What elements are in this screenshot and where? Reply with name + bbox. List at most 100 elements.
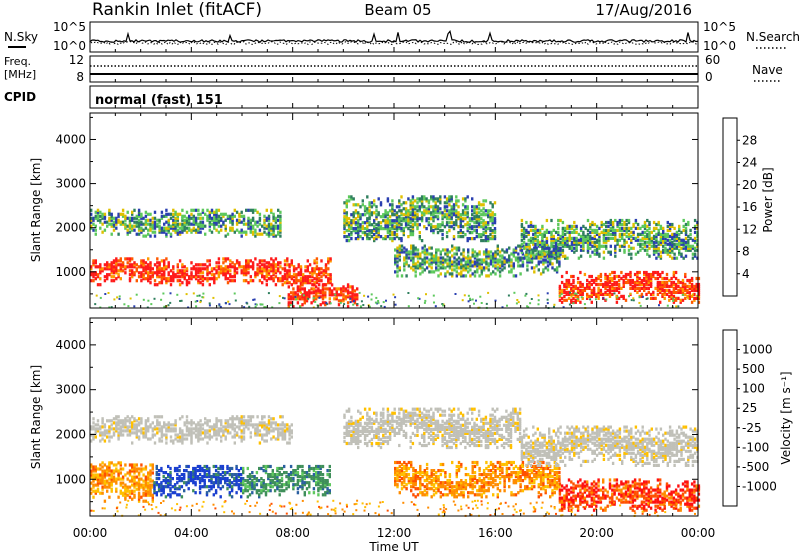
data-cell bbox=[557, 227, 559, 230]
data-cell bbox=[448, 225, 450, 228]
data-cell bbox=[469, 231, 471, 234]
data-cell bbox=[467, 248, 469, 251]
data-cell bbox=[401, 274, 403, 277]
data-cell bbox=[346, 229, 348, 232]
data-cell bbox=[691, 283, 693, 286]
data-cell bbox=[300, 265, 302, 268]
data-cell bbox=[551, 266, 553, 269]
data-cell bbox=[95, 423, 97, 426]
data-cell bbox=[346, 239, 348, 242]
data-cell bbox=[451, 245, 453, 248]
data-cell bbox=[279, 261, 281, 264]
data-cell bbox=[291, 423, 293, 426]
data-cell bbox=[211, 217, 213, 220]
data-cell bbox=[351, 285, 353, 288]
data-cell bbox=[637, 239, 639, 242]
data-cell bbox=[646, 245, 648, 248]
data-cell bbox=[286, 427, 288, 430]
data-cell bbox=[551, 262, 553, 265]
data-cell bbox=[542, 268, 544, 271]
data-cell bbox=[156, 491, 158, 494]
noise-cell bbox=[282, 297, 284, 299]
data-cell bbox=[206, 209, 208, 212]
data-cell bbox=[473, 225, 475, 228]
data-cell bbox=[108, 425, 110, 428]
data-cell bbox=[378, 197, 380, 200]
data-cell bbox=[152, 221, 154, 224]
data-cell bbox=[172, 485, 174, 488]
data-cell bbox=[394, 219, 396, 222]
data-cell bbox=[149, 275, 151, 278]
data-cell bbox=[580, 249, 582, 252]
data-cell bbox=[428, 262, 430, 265]
data-cell bbox=[307, 265, 309, 268]
data-cell bbox=[115, 415, 117, 418]
data-cell bbox=[582, 289, 584, 292]
data-cell bbox=[327, 257, 329, 260]
data-cell bbox=[471, 205, 473, 208]
colorbar-frame bbox=[723, 118, 737, 296]
data-cell bbox=[428, 199, 430, 202]
data-cell bbox=[97, 488, 99, 491]
noise-cell bbox=[639, 296, 641, 298]
data-cell bbox=[138, 435, 140, 438]
noise-cell bbox=[472, 299, 474, 301]
data-cell bbox=[673, 253, 675, 256]
data-cell bbox=[106, 465, 108, 468]
data-cell bbox=[142, 217, 144, 220]
data-cell bbox=[362, 231, 364, 234]
data-cell bbox=[160, 493, 162, 496]
data-cell bbox=[535, 264, 537, 267]
beam-label: Beam 05 bbox=[364, 1, 431, 19]
data-cell bbox=[336, 287, 338, 290]
data-cell bbox=[297, 285, 299, 288]
data-cell bbox=[680, 281, 682, 284]
data-cell bbox=[161, 415, 163, 418]
data-cell bbox=[172, 219, 174, 222]
data-cell bbox=[190, 229, 192, 232]
data-cell bbox=[104, 439, 106, 442]
data-cell bbox=[579, 271, 581, 274]
data-cell bbox=[97, 283, 99, 286]
data-cell bbox=[604, 291, 606, 294]
data-cell bbox=[138, 421, 140, 424]
data-cell bbox=[288, 437, 290, 440]
data-cell bbox=[643, 283, 645, 286]
data-cell bbox=[692, 245, 694, 248]
data-cell bbox=[165, 433, 167, 436]
data-cell bbox=[600, 273, 602, 276]
data-cell bbox=[430, 195, 432, 198]
data-cell bbox=[396, 205, 398, 208]
data-cell bbox=[179, 231, 181, 234]
data-cell bbox=[490, 254, 492, 257]
data-cell bbox=[440, 266, 442, 269]
noise-cell bbox=[614, 292, 616, 294]
data-cell bbox=[169, 467, 171, 470]
data-cell bbox=[154, 433, 156, 436]
data-cell bbox=[197, 427, 199, 430]
data-cell bbox=[664, 281, 666, 284]
data-cell bbox=[170, 213, 172, 216]
data-cell bbox=[467, 254, 469, 257]
data-cell bbox=[522, 260, 524, 263]
data-cell bbox=[261, 263, 263, 266]
data-cell bbox=[145, 235, 147, 238]
data-cell bbox=[460, 270, 462, 273]
data-cell bbox=[163, 433, 165, 436]
data-cell bbox=[366, 217, 368, 220]
noise-cell bbox=[362, 304, 364, 306]
data-cell bbox=[687, 239, 689, 242]
data-cell bbox=[136, 221, 138, 224]
data-cell bbox=[629, 287, 631, 290]
nave-tick-bottom: 0 bbox=[705, 70, 713, 84]
data-cell bbox=[400, 195, 402, 198]
data-cell bbox=[563, 289, 565, 292]
data-cell bbox=[400, 237, 402, 240]
data-cell bbox=[368, 201, 370, 204]
data-cell bbox=[389, 227, 391, 230]
data-cell bbox=[117, 427, 119, 430]
data-cell bbox=[453, 235, 455, 238]
data-cell bbox=[310, 301, 312, 304]
noise-cell bbox=[201, 296, 203, 298]
